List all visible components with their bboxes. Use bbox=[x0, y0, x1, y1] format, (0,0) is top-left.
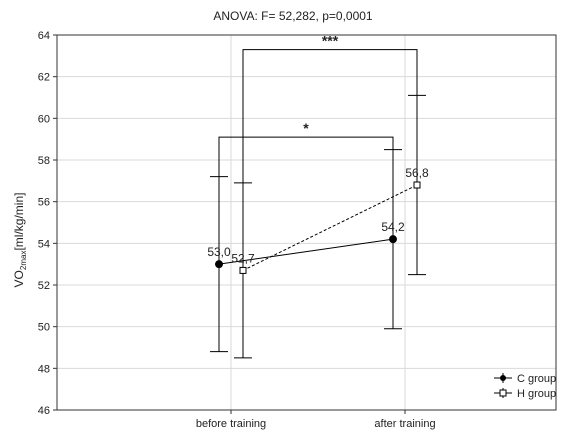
x-tick-label: before training bbox=[196, 418, 266, 430]
data-label: 56,8 bbox=[405, 166, 429, 180]
y-axis-label-rest: [ml/kg/min] bbox=[12, 193, 26, 251]
legend-label: C group bbox=[517, 373, 556, 385]
y-tick-label: 60 bbox=[38, 113, 50, 125]
y-tick-label: 54 bbox=[38, 238, 50, 250]
y-tick-label: 48 bbox=[38, 363, 50, 375]
y-tick-label: 46 bbox=[38, 405, 50, 417]
x-tick-label: after training bbox=[374, 418, 435, 430]
data-label: 52,7 bbox=[231, 251, 255, 265]
significance-bracket bbox=[218, 136, 394, 177]
data-point bbox=[239, 266, 247, 274]
y-tick-label: 64 bbox=[38, 30, 50, 42]
y-tick-label: 56 bbox=[38, 197, 50, 209]
data-point bbox=[215, 260, 223, 269]
y-tick-label: 50 bbox=[38, 322, 50, 334]
y-tick-label: 58 bbox=[38, 155, 50, 167]
y-tick-label: 52 bbox=[38, 280, 50, 292]
y-axis-label: VO2max[ml/kg/min] bbox=[12, 193, 28, 288]
plot-frame bbox=[56, 34, 557, 411]
y-axis-label-sub: 2max bbox=[19, 251, 28, 271]
axes: 46 48 50 52 54 56 58 60 62 64 before training after… bbox=[38, 30, 557, 430]
legend-label: H group bbox=[517, 388, 556, 400]
series-line-c-group bbox=[218, 238, 394, 265]
significance-bracket bbox=[242, 49, 418, 183]
legend-marker bbox=[499, 389, 507, 397]
grid bbox=[57, 35, 556, 410]
legend: C group H group bbox=[494, 373, 556, 400]
data-point bbox=[413, 181, 421, 189]
plot-marks: 53,054,252,756,8**** bbox=[207, 33, 429, 359]
significance-label: * bbox=[303, 120, 309, 136]
data-label: 53,0 bbox=[207, 245, 231, 259]
legend-marker bbox=[500, 375, 506, 381]
series-line-h-group bbox=[242, 184, 418, 271]
significance-label: *** bbox=[322, 33, 339, 49]
data-point bbox=[389, 235, 397, 244]
y-axis-label-main: VO bbox=[12, 270, 26, 287]
chart-title: ANOVA: F= 52,282, p=0,0001 bbox=[213, 9, 373, 23]
y-tick-label: 62 bbox=[38, 72, 50, 84]
data-label: 54,2 bbox=[381, 220, 405, 234]
